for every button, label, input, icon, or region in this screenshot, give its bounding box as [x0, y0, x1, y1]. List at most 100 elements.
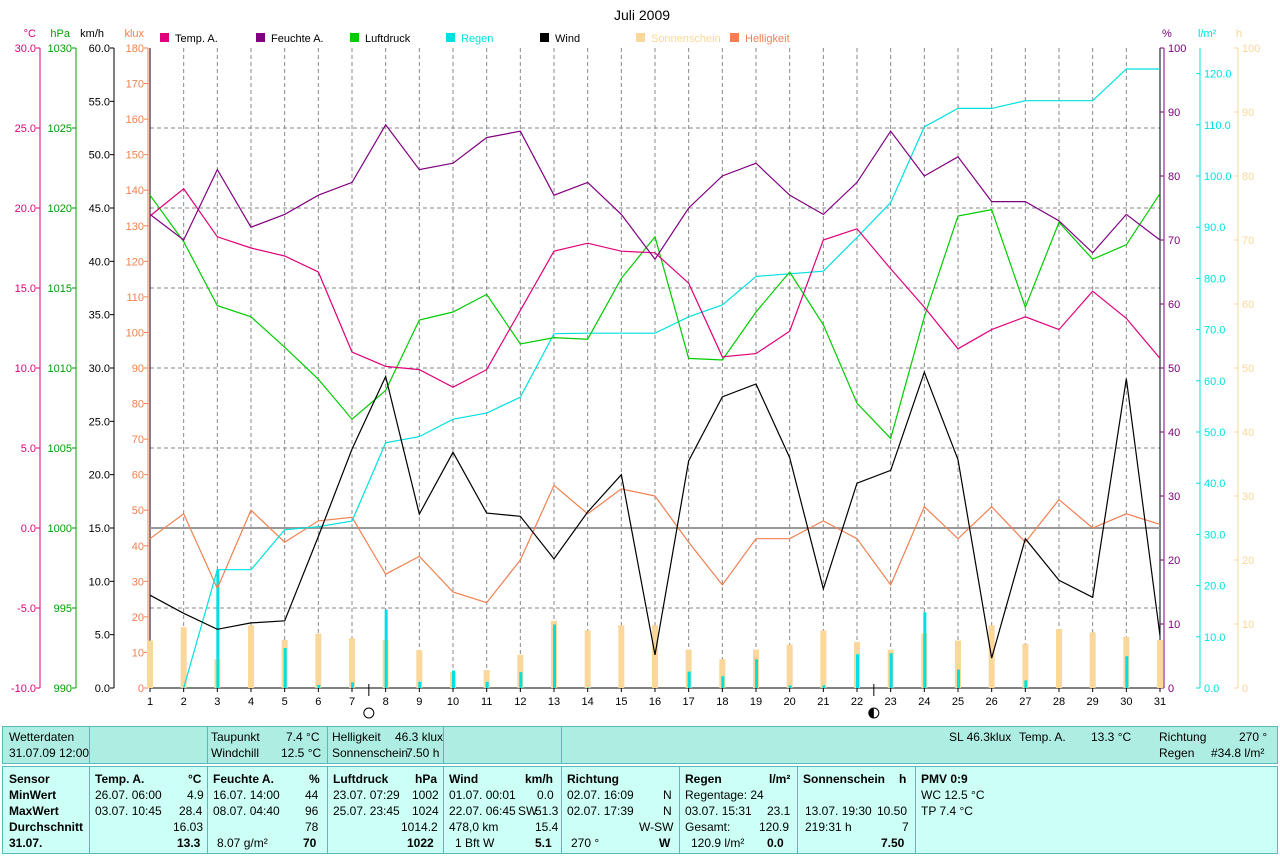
rain-bar — [721, 676, 725, 688]
legend-label: Feuchte A. — [271, 33, 324, 45]
sunshine-bar — [1157, 640, 1163, 688]
current-datetime: 31.07.09 12:00 — [9, 746, 90, 760]
rain-bar — [822, 685, 826, 688]
legend-label: Sonnenschein — [651, 33, 721, 45]
rain-bar — [452, 670, 455, 688]
rain-tick-label: 60.0 — [1204, 376, 1225, 388]
regen-col-unit: l/m² — [769, 772, 791, 786]
pct-tick-label: 90 — [1168, 107, 1180, 119]
temp-tick-label: -10.0 — [11, 683, 36, 695]
hpa-tick-label: 1010 — [48, 363, 72, 375]
rain-bar — [923, 612, 927, 688]
x-tick-label: 16 — [649, 696, 661, 708]
temp-tick-label: 5.0 — [21, 443, 36, 455]
x-tick-label: 3 — [214, 696, 220, 708]
klux-tick-label: 20 — [132, 612, 144, 624]
pct-tick-label: 70 — [1168, 235, 1180, 247]
temp-max-datetime: 03.07. 10:45 — [95, 804, 162, 818]
sunshine-bar — [584, 630, 591, 688]
sun-axis-unit: h — [1236, 28, 1242, 40]
x-tick-label: 18 — [716, 696, 728, 708]
x-tick-label: 17 — [683, 696, 695, 708]
rain-bar — [856, 654, 859, 688]
rain-bar — [351, 682, 354, 688]
temp-avg: 16.03 — [173, 820, 204, 834]
klux-tick-label: 80 — [132, 399, 144, 411]
windchill-label: Windchill — [211, 746, 260, 760]
sun-tick-label: 20 — [1242, 555, 1254, 567]
druck-avg: 1014.2 — [401, 820, 438, 834]
kmh-tick-label: 0.0 — [95, 683, 110, 695]
rain-bar — [485, 681, 489, 688]
legend-label: Temp. A. — [175, 33, 218, 45]
wetterdaten-label: Wetterdaten — [9, 730, 75, 744]
sunshine-bar — [1056, 629, 1062, 688]
feuchte-col-title: Feuchte A. — [213, 772, 274, 786]
regen-tage: Regentage: 24 — [685, 788, 764, 802]
sunshine-bar — [315, 633, 322, 688]
x-tick-label: 9 — [416, 696, 422, 708]
current-data-row: Wetterdaten 31.07.09 12:00 Taupunkt 7.4 … — [2, 726, 1278, 764]
taupunkt-value: 7.4 °C — [286, 730, 320, 744]
pmv-taupunkt: TP 7.4 °C — [921, 804, 973, 818]
sonne-avg: 7 — [902, 820, 909, 834]
x-tick-label: 6 — [315, 696, 321, 708]
temp-label: Temp. A. — [1019, 730, 1066, 744]
x-tick-label: 29 — [1087, 696, 1099, 708]
sun-tick-label: 30 — [1242, 491, 1254, 503]
x-tick-label: 20 — [784, 696, 796, 708]
druck-max: 1024 — [412, 804, 439, 818]
x-tick-label: 21 — [817, 696, 829, 708]
chart-grid — [149, 48, 1161, 689]
rain-bar — [384, 609, 388, 688]
rain-bar — [317, 684, 321, 688]
rain-tick-label: 30.0 — [1204, 529, 1225, 541]
sunshine-bar — [349, 638, 355, 688]
hpa-tick-label: 995 — [54, 603, 72, 615]
rain-tick-label: 50.0 — [1204, 427, 1225, 439]
sonne-current: 7.50 — [881, 836, 905, 850]
kmh-axis-unit: km/h — [80, 28, 104, 40]
temp-value: 13.3 °C — [1091, 730, 1132, 744]
chart-axes: °C30.025.020.015.010.05.00.0-5.0-10.0hPa… — [11, 28, 1260, 708]
sunshine-bar — [786, 644, 793, 688]
klux-tick-label: 100 — [126, 327, 144, 339]
line-helligkeit — [149, 484, 1161, 604]
line-wind — [149, 370, 1161, 659]
pct-tick-label: 50 — [1168, 363, 1180, 375]
temp-tick-label: 10.0 — [15, 363, 36, 375]
hpa-tick-label: 1030 — [48, 43, 72, 55]
wind-beaufort: 1 Bft W — [455, 836, 495, 850]
pct-tick-label: 80 — [1168, 171, 1180, 183]
x-tick-label: 22 — [851, 696, 863, 708]
x-tick-label: 24 — [918, 696, 930, 708]
pmv-windchill: WC 12.5 °C — [921, 788, 985, 802]
klux-tick-label: 40 — [132, 541, 144, 553]
temp-axis-unit: °C — [24, 28, 36, 40]
rain-tick-label: 100.0 — [1204, 171, 1232, 183]
sunshine-bar — [248, 625, 254, 688]
temp-min: 4.9 — [187, 788, 204, 802]
x-tick-label: 1 — [147, 696, 153, 708]
sl-value: SL 46.3klux — [949, 730, 1012, 744]
line-luftdruck — [149, 193, 1161, 440]
pct-tick-label: 60 — [1168, 299, 1180, 311]
sun-tick-label: 80 — [1242, 171, 1254, 183]
rain-tick-label: 20.0 — [1204, 581, 1225, 593]
sunshine-bar — [652, 625, 658, 688]
kmh-tick-label: 35.0 — [89, 310, 110, 322]
kmh-tick-label: 30.0 — [89, 363, 110, 375]
rain-bar — [553, 624, 556, 688]
weather-chart: Juli 2009 °C30.025.020.015.010.05.00.0-5… — [11, 7, 1260, 719]
x-tick-label: 4 — [248, 696, 254, 708]
richtung-current-deg: 270 ° — [571, 836, 600, 850]
rain-bar — [1024, 680, 1028, 688]
kmh-tick-label: 10.0 — [89, 576, 110, 588]
rain-bar — [889, 653, 893, 688]
klux-tick-label: 120 — [126, 256, 144, 268]
regen-gesamt-label: Gesamt: — [685, 820, 731, 834]
regen-max: 23.1 — [767, 804, 791, 818]
richtung-2-dir: N — [663, 804, 672, 818]
pmv-title: PMV 0:9 — [921, 772, 968, 786]
pct-axis-unit: % — [1162, 28, 1172, 40]
